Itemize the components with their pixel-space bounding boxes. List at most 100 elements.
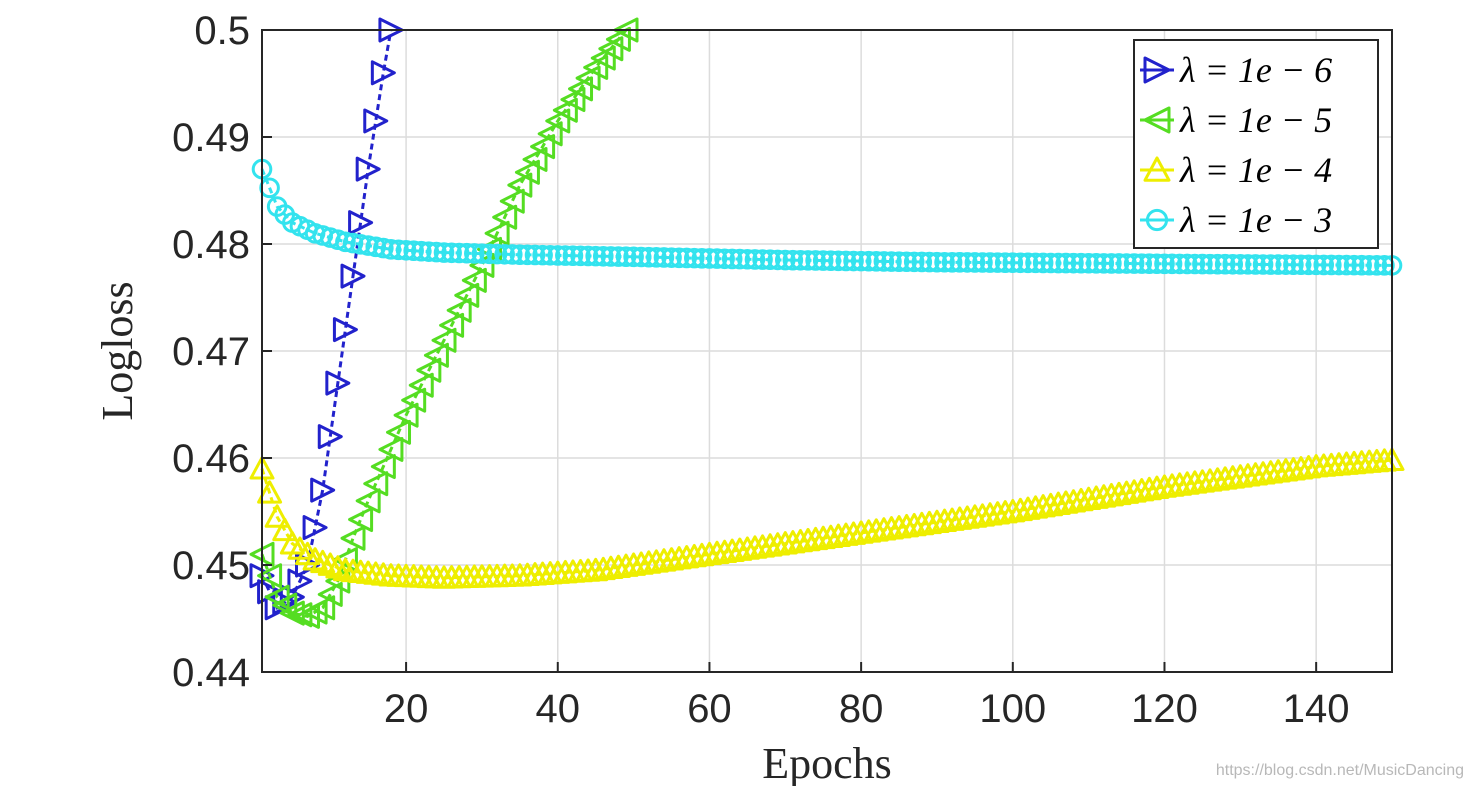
data-point [941, 251, 963, 273]
data-point [555, 245, 576, 266]
data-point [752, 249, 773, 270]
data-point [797, 250, 819, 271]
legend-item: λ = 1e − 5 [1140, 100, 1332, 140]
data-point [790, 249, 811, 271]
legend-label: λ = 1e − 3 [1179, 200, 1332, 240]
data-point [1161, 253, 1183, 275]
data-point [1032, 252, 1054, 274]
series-2 [249, 17, 639, 629]
data-point [699, 248, 720, 269]
data-point [575, 65, 601, 91]
data-point [547, 245, 569, 266]
data-point [332, 317, 358, 343]
data-point [335, 231, 356, 253]
legend-label: λ = 1e − 4 [1179, 150, 1332, 190]
data-point [1078, 252, 1099, 274]
data-point [1093, 253, 1115, 274]
data-point [873, 251, 895, 272]
legend-box [1133, 39, 1379, 249]
data-point [370, 60, 396, 86]
series-line [260, 29, 393, 611]
data-point [1139, 253, 1160, 274]
data-point [1298, 254, 1319, 276]
legend-item: λ = 1e − 3 [1140, 200, 1332, 240]
data-point [964, 252, 986, 273]
data-point [903, 251, 925, 273]
x-tick-label: 120 [1131, 687, 1198, 731]
data-point [949, 252, 971, 273]
data-point [456, 242, 478, 264]
data-point [1207, 253, 1228, 275]
data-point [598, 36, 624, 62]
data-point [403, 240, 424, 262]
data-point [509, 244, 531, 265]
data-point [585, 245, 606, 267]
legend-marker [1143, 106, 1171, 134]
data-point [850, 250, 872, 272]
data-point [355, 488, 381, 514]
data-point [744, 249, 766, 270]
data-point [1328, 254, 1350, 276]
data-point [570, 245, 591, 267]
x-tick-label: 140 [1283, 687, 1350, 731]
data-point [896, 251, 917, 273]
data-point [1275, 254, 1297, 275]
data-point [340, 263, 366, 289]
data-point [522, 146, 548, 172]
data-point [934, 251, 955, 273]
data-point [494, 243, 515, 265]
data-point [759, 249, 781, 271]
data-point [1101, 253, 1122, 274]
data-point [843, 250, 864, 272]
axis-ticks: 20 40 60 80 100 120 140 0.44 0.45 0.46 0.47 0.48 0.4… [172, 9, 1349, 731]
data-point [1336, 254, 1357, 276]
data-point [1237, 254, 1259, 275]
y-tick-label: 0.45 [172, 544, 250, 588]
data-point [1048, 252, 1069, 274]
data-point [605, 26, 631, 52]
data-point [507, 172, 533, 198]
data-point [1085, 253, 1107, 274]
data-point [530, 134, 556, 160]
data-point [1245, 254, 1266, 275]
y-tick-label: 0.49 [172, 116, 250, 160]
data-point [310, 595, 336, 621]
legend-marker [1145, 208, 1169, 232]
data-point [1146, 253, 1168, 275]
data-point [325, 555, 351, 579]
x-tick-label: 40 [536, 687, 581, 731]
y-tick-label: 0.5 [194, 9, 250, 53]
data-point [560, 87, 586, 113]
data-point [471, 243, 493, 264]
data-point [1366, 254, 1388, 276]
data-point [439, 312, 465, 338]
data-point [1290, 254, 1312, 276]
data-point [1025, 252, 1046, 274]
data-point [1199, 253, 1221, 275]
data-point [499, 188, 525, 214]
legend-marker [1143, 56, 1171, 84]
data-point [812, 250, 834, 271]
data-point [820, 250, 842, 271]
data-point [524, 244, 546, 266]
data-point [310, 549, 336, 574]
data-point [1374, 255, 1395, 276]
data-point [1267, 254, 1289, 275]
x-tick-label: 20 [384, 687, 429, 731]
data-point [1154, 253, 1175, 275]
data-point [448, 242, 470, 264]
data-point [552, 97, 578, 123]
data-point [416, 357, 442, 383]
data-point [562, 245, 584, 266]
data-point [1063, 252, 1084, 274]
data-point [926, 251, 948, 273]
data-point [532, 244, 553, 266]
data-point [1017, 252, 1039, 274]
data-point [348, 507, 374, 533]
data-point [972, 252, 993, 273]
data-point [1230, 254, 1251, 275]
data-point [332, 547, 358, 573]
data-point [1040, 252, 1062, 274]
x-axis-label: Epochs [762, 739, 892, 786]
data-point [600, 246, 622, 267]
